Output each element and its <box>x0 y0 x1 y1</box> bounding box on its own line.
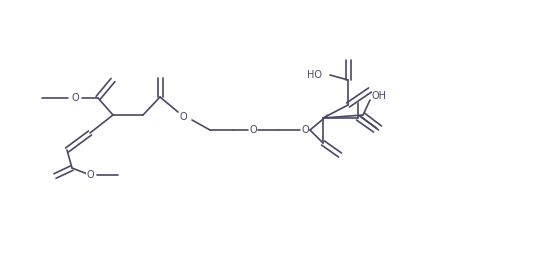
Text: O: O <box>179 112 187 122</box>
Text: O: O <box>86 170 94 180</box>
Text: O: O <box>71 93 79 103</box>
Text: HO: HO <box>307 70 322 80</box>
Text: OH: OH <box>372 91 387 101</box>
Text: O: O <box>301 125 309 135</box>
Text: O: O <box>249 125 257 135</box>
